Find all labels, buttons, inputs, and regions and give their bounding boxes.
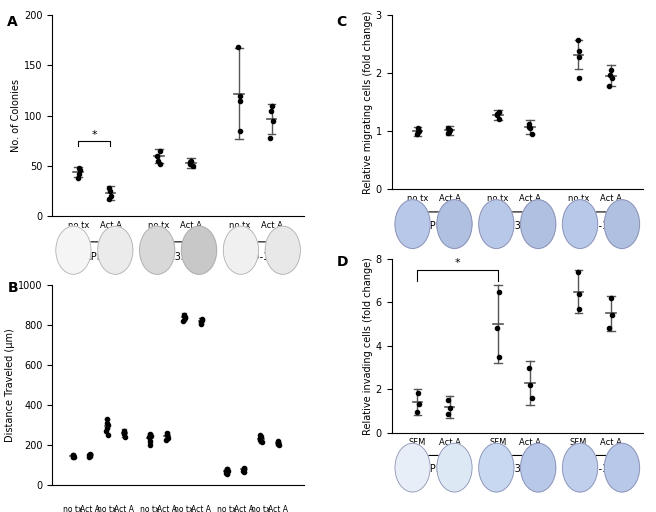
- Text: CPB: CPB: [424, 464, 443, 474]
- Circle shape: [98, 226, 133, 274]
- Text: FLO-1: FLO-1: [241, 252, 270, 262]
- Circle shape: [479, 443, 514, 492]
- Text: FLO-1: FLO-1: [581, 221, 609, 230]
- Circle shape: [479, 200, 514, 248]
- Y-axis label: Relative migrating cells (fold change): Relative migrating cells (fold change): [363, 11, 373, 194]
- Text: *: *: [92, 130, 97, 140]
- Circle shape: [265, 226, 300, 274]
- Circle shape: [521, 443, 556, 492]
- Text: OE33: OE33: [162, 252, 188, 262]
- Text: FLO-1: FLO-1: [581, 464, 609, 474]
- Circle shape: [182, 226, 216, 274]
- Y-axis label: Distance Traveled (μm): Distance Traveled (μm): [5, 328, 16, 442]
- Text: C: C: [337, 15, 346, 29]
- Text: D: D: [337, 255, 348, 269]
- Text: CPB: CPB: [424, 221, 443, 230]
- Y-axis label: No. of Colonies: No. of Colonies: [12, 79, 22, 152]
- Circle shape: [562, 443, 598, 492]
- Text: A: A: [7, 15, 18, 29]
- Text: OE33: OE33: [501, 221, 527, 230]
- Circle shape: [56, 226, 91, 274]
- Circle shape: [521, 200, 556, 248]
- Circle shape: [604, 443, 640, 492]
- Circle shape: [437, 200, 472, 248]
- Text: B: B: [7, 281, 18, 295]
- Y-axis label: Relative invading cells (fold change): Relative invading cells (fold change): [363, 257, 373, 435]
- Circle shape: [395, 200, 430, 248]
- Circle shape: [140, 226, 174, 274]
- Circle shape: [562, 200, 598, 248]
- Text: OE33: OE33: [501, 464, 527, 474]
- Text: CPB: CPB: [85, 252, 104, 262]
- Circle shape: [604, 200, 640, 248]
- Circle shape: [223, 226, 258, 274]
- Circle shape: [437, 443, 472, 492]
- Text: *: *: [455, 258, 461, 268]
- Circle shape: [395, 443, 430, 492]
